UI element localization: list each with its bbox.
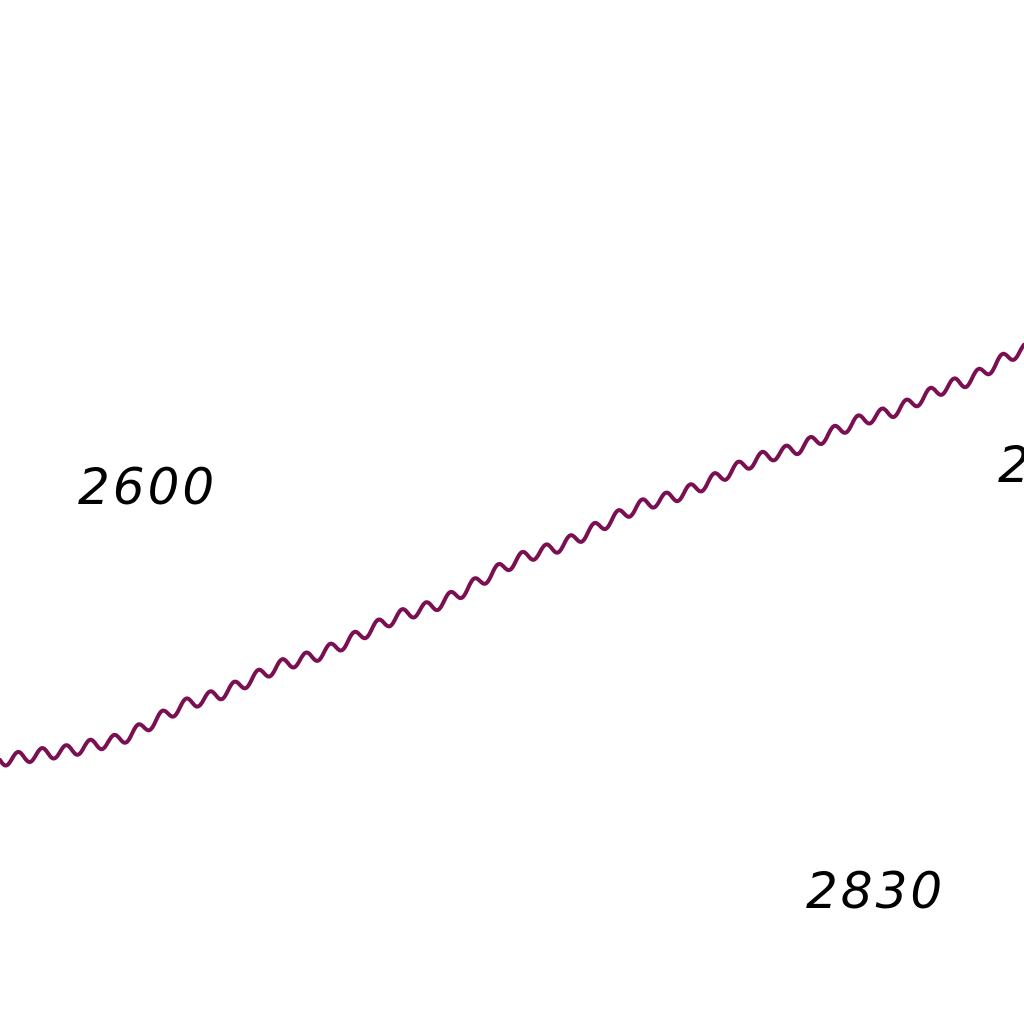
contour-label: 2830 (806, 862, 946, 920)
contour-label-partial: 2 (998, 440, 1024, 490)
contour-label: 2600 (78, 458, 218, 516)
boundary-line (0, 342, 1024, 768)
